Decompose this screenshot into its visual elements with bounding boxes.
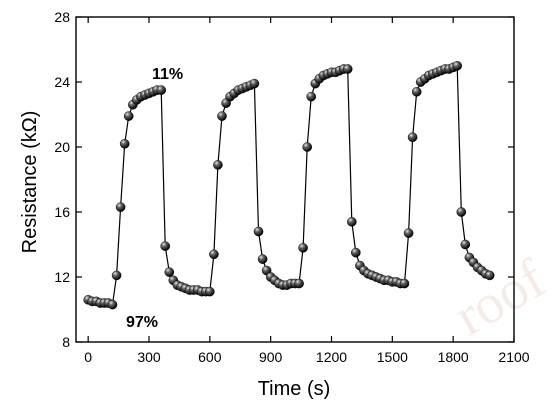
y-tick-label: 28	[54, 9, 70, 25]
data-point	[407, 132, 418, 142]
plot-frame	[75, 16, 515, 343]
data-point	[346, 216, 357, 227]
data-point	[460, 239, 471, 250]
y-tick-label: 20	[54, 139, 70, 155]
data-point	[399, 278, 410, 289]
data-point	[350, 247, 361, 258]
data-point	[452, 61, 463, 71]
data-point	[115, 202, 126, 212]
x-tick-label: 300	[137, 349, 161, 365]
series-line	[87, 64, 490, 306]
data-point	[204, 286, 215, 297]
data-point	[209, 249, 219, 260]
x-tick-label: 2100	[498, 349, 529, 365]
data-point	[164, 267, 175, 277]
data-point	[257, 254, 268, 264]
x-tick-label: 900	[259, 349, 283, 365]
data-point	[111, 270, 122, 281]
y-tick-label: 16	[54, 204, 70, 220]
x-axis-title: Time (s)	[258, 378, 331, 400]
axis-layer: 0 300 600 900 1200 1500 1800 2100 8 12 16 20 24 28	[54, 9, 529, 365]
data-point	[160, 241, 170, 251]
data-point	[298, 242, 308, 253]
data-point	[213, 160, 223, 170]
y-tick-label: 8	[62, 334, 70, 350]
y-tick-label: 12	[54, 269, 70, 285]
data-point	[302, 142, 313, 152]
y-axis-title: Resistance (kΩ)	[19, 111, 41, 254]
data-point	[294, 278, 304, 289]
x-tick-label: 0	[84, 349, 92, 365]
y-tick-label: 24	[54, 74, 70, 90]
data-point	[342, 64, 353, 74]
data-point	[456, 207, 467, 217]
data-layer	[83, 61, 495, 310]
data-point	[249, 78, 260, 89]
data-point	[306, 91, 317, 102]
data-point	[107, 299, 118, 310]
data-point	[411, 87, 422, 97]
data-point	[123, 111, 134, 121]
watermark-text: roof	[444, 247, 554, 348]
x-tick-label: 1800	[438, 349, 469, 365]
annotation-high-humidity: 97%	[126, 314, 158, 331]
x-tick-label: 1200	[316, 349, 347, 365]
data-point	[253, 226, 264, 237]
x-tick-label: 1500	[377, 349, 408, 365]
annotation-low-humidity: 11%	[152, 66, 183, 83]
data-point	[217, 111, 227, 121]
x-tick-label: 600	[198, 349, 222, 365]
data-point	[156, 85, 166, 95]
data-point	[403, 228, 414, 238]
data-point	[484, 270, 495, 281]
data-point	[119, 138, 130, 149]
